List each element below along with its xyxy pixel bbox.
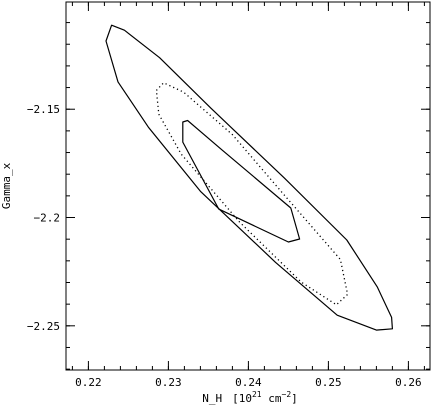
x-axis-title: N_H [1021 cm−2]	[202, 390, 298, 405]
y-tick-label: −2.2	[34, 212, 61, 225]
y-tick-label: −2.15	[27, 103, 60, 116]
x-tick-label: 0.26	[395, 376, 422, 389]
y-axis-title: Gamma_x	[0, 162, 13, 209]
contour-inner	[182, 119, 301, 243]
x-tick-label: 0.25	[315, 376, 342, 389]
x-tick-label: 0.23	[155, 376, 182, 389]
ticks-layer	[66, 2, 430, 370]
y-tick-label: −2.25	[27, 320, 60, 333]
x-tick-label: 0.24	[235, 376, 262, 389]
contour-middle	[155, 82, 349, 306]
plot-frame	[65, 1, 431, 371]
contour-outer	[105, 24, 393, 331]
x-tick-label: 0.22	[75, 376, 102, 389]
contours-layer	[105, 24, 393, 331]
tick-labels-layer: 0.22 0.23 0.24 0.25 0.26 −2.15 −2.2 −2.25	[27, 103, 422, 389]
